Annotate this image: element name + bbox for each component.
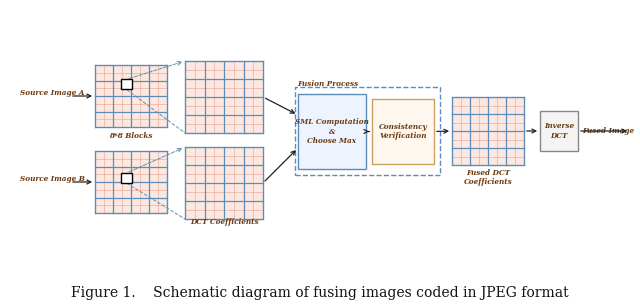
Text: Source Image B: Source Image B [20, 175, 85, 183]
Text: Fused DCT
Coefficients: Fused DCT Coefficients [463, 169, 513, 186]
Bar [95, 65, 167, 127]
Bar [295, 87, 440, 175]
Text: Consistency
Verification: Consistency Verification [379, 123, 428, 140]
Text: Source Image A: Source Image A [20, 89, 84, 97]
Bar [452, 97, 524, 165]
Bar [185, 61, 263, 133]
Bar [95, 151, 167, 213]
Text: 8*8 Blocks: 8*8 Blocks [109, 132, 153, 140]
Bar [185, 147, 263, 219]
Bar [540, 111, 578, 151]
Bar [121, 79, 132, 89]
Bar [372, 99, 434, 164]
Bar [298, 94, 366, 169]
Bar [121, 173, 132, 183]
Text: DCT Coefficients: DCT Coefficients [189, 218, 259, 226]
Text: Fusion Process: Fusion Process [297, 80, 358, 88]
Text: Figure 1.    Schematic diagram of fusing images coded in JPEG format: Figure 1. Schematic diagram of fusing im… [71, 286, 569, 300]
Text: Fused Image: Fused Image [582, 127, 634, 135]
Text: Inverse
DCT: Inverse DCT [544, 122, 574, 140]
Text: SML Computation
&
Choose Max: SML Computation & Choose Max [295, 118, 369, 145]
